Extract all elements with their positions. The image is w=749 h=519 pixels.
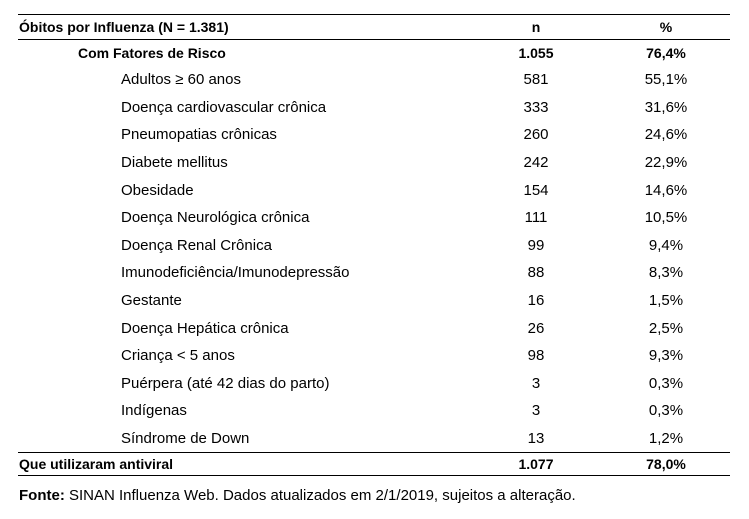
header-label: Óbitos por Influenza (N = 1.381) [18, 14, 470, 40]
row-label: Adultos ≥ 60 anos [121, 71, 241, 89]
table-header: Óbitos por Influenza (N = 1.381) n % [18, 14, 730, 40]
row-pct: 1,5% [648, 292, 684, 310]
deaths-table-container: Óbitos por Influenza (N = 1.381) n % Com… [18, 14, 730, 477]
row-pct: 22,9% [644, 154, 688, 172]
table-row: Indígenas 3 0,3% [18, 397, 730, 425]
row-pct: 2,5% [648, 319, 684, 337]
row-pct: 10,5% [644, 209, 688, 227]
table-row: Doença Renal Crônica 99 9,4% [18, 232, 730, 260]
table-row: Doença cardiovascular crônica 333 31,6% [18, 94, 730, 122]
total-pct: 78,0% [602, 452, 730, 477]
group-label: Com Fatores de Risco [78, 45, 226, 61]
row-label: Doença Hepática crônica [121, 319, 289, 337]
row-n: 88 [527, 264, 545, 282]
row-n: 98 [527, 347, 545, 365]
table-row: Obesidade 154 14,6% [18, 176, 730, 204]
row-n: 13 [527, 430, 545, 448]
row-n: 3 [531, 402, 541, 420]
table-row: Síndrome de Down 13 1,2% [18, 425, 730, 453]
row-n: 16 [527, 292, 545, 310]
row-pct: 9,3% [648, 347, 684, 365]
row-label: Pneumopatias crônicas [121, 126, 277, 144]
row-n: 154 [523, 181, 549, 199]
row-n: 99 [527, 236, 545, 254]
risk-factors-group-row: Com Fatores de Risco 1.055 76,4% [18, 40, 730, 67]
row-label: Síndrome de Down [121, 430, 250, 448]
row-pct: 14,6% [644, 181, 688, 199]
row-label: Doença cardiovascular crônica [121, 98, 327, 116]
header-pct: % [602, 14, 730, 40]
row-label: Obesidade [121, 181, 194, 199]
row-label: Gestante [121, 292, 182, 310]
row-n: 581 [523, 71, 549, 89]
row-pct: 24,6% [644, 126, 688, 144]
table-row: Diabete mellitus 242 22,9% [18, 149, 730, 177]
table-body: Com Fatores de Risco 1.055 76,4% Adultos… [18, 40, 730, 477]
source-footnote: Fonte: SINAN Influenza Web. Dados atuali… [19, 487, 576, 504]
group-n: 1.055 [518, 45, 554, 61]
table-row: Adultos ≥ 60 anos 581 55,1% [18, 66, 730, 94]
row-pct: 0,3% [648, 402, 684, 420]
row-label: Imunodeficiência/Imunodepressão [121, 264, 350, 282]
influenza-deaths-table: Óbitos por Influenza (N = 1.381) n % Com… [18, 14, 730, 477]
table-row: Criança < 5 anos 98 9,3% [18, 342, 730, 370]
table-row: Doença Neurológica crônica 111 10,5% [18, 204, 730, 232]
row-label: Puérpera (até 42 dias do parto) [121, 374, 330, 392]
header-row: Óbitos por Influenza (N = 1.381) n % [18, 14, 730, 40]
total-label: Que utilizaram antiviral [18, 452, 470, 477]
row-pct: 1,2% [648, 430, 684, 448]
row-pct: 31,6% [644, 98, 688, 116]
footnote-text: SINAN Influenza Web. Dados atualizados e… [64, 487, 576, 504]
row-label: Diabete mellitus [121, 154, 228, 172]
table-row: Puérpera (até 42 dias do parto) 3 0,3% [18, 370, 730, 398]
row-pct: 0,3% [648, 374, 684, 392]
row-n: 26 [527, 319, 545, 337]
row-n: 242 [523, 154, 549, 172]
row-label: Criança < 5 anos [121, 347, 235, 365]
row-pct: 55,1% [644, 71, 688, 89]
table-row: Gestante 16 1,5% [18, 287, 730, 315]
row-n: 260 [523, 126, 549, 144]
table-row: Pneumopatias crônicas 260 24,6% [18, 121, 730, 149]
footnote-label: Fonte: [19, 487, 65, 504]
row-n: 3 [531, 374, 541, 392]
header-n: n [470, 14, 602, 40]
total-n: 1.077 [470, 452, 602, 477]
table-row: Imunodeficiência/Imunodepressão 88 8,3% [18, 259, 730, 287]
table-row: Doença Hepática crônica 26 2,5% [18, 314, 730, 342]
row-n: 111 [524, 209, 548, 227]
row-label: Doença Neurológica crônica [121, 209, 310, 227]
row-pct: 9,4% [648, 236, 684, 254]
row-label: Doença Renal Crônica [121, 236, 272, 254]
group-pct: 76,4% [646, 45, 686, 61]
row-label: Indígenas [121, 402, 187, 420]
row-pct: 8,3% [648, 264, 684, 282]
row-n: 333 [523, 98, 549, 116]
antiviral-total-row: Que utilizaram antiviral 1.077 78,0% [18, 452, 730, 477]
